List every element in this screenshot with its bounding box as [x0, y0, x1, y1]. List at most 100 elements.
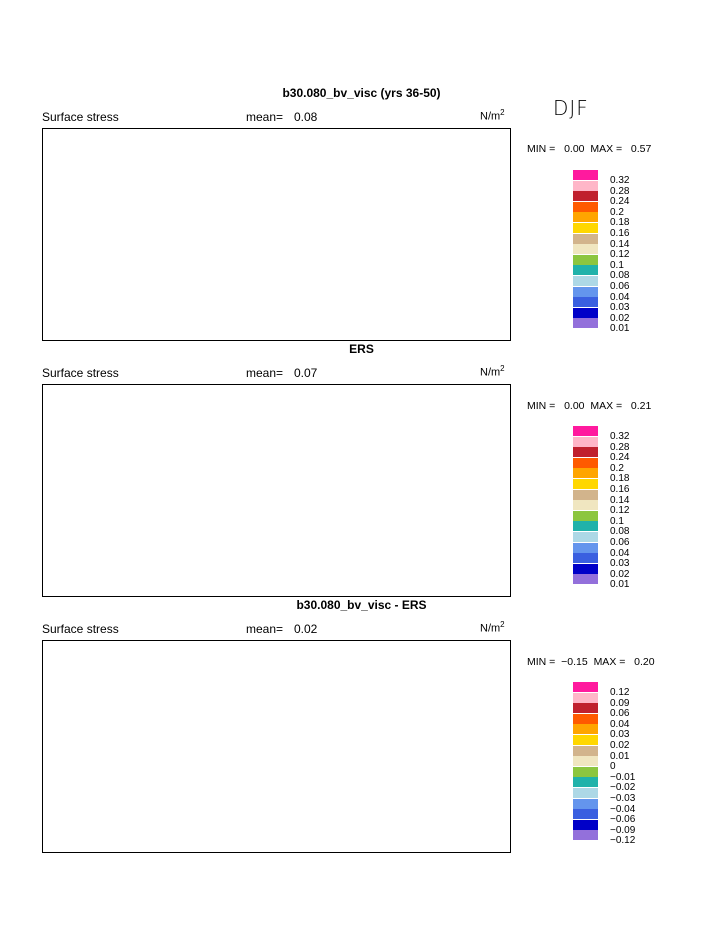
- legend-tick-label: 0.28: [610, 441, 630, 453]
- panel-1-field-label: Surface stress: [42, 110, 119, 124]
- panel-3-minmax: MIN = −0.15 MAX = 0.20: [527, 656, 655, 668]
- legend-tick-label: 0.04: [610, 547, 630, 559]
- legend-swatch: [573, 682, 598, 692]
- panel-2-legend: 0.32 0.28 0.24 0.2 0.18 0.16 0.14 0.12 0.1 0.08 0.…: [573, 426, 629, 590]
- legend-tick-label: 0.03: [610, 729, 630, 741]
- legend-swatch: [573, 563, 598, 574]
- panel-1-mean-label: mean=: [246, 110, 284, 124]
- legend-tick-label: 0.16: [610, 484, 630, 495]
- legend-swatch: [573, 756, 598, 767]
- legend-tick-label: 0.2: [610, 206, 624, 218]
- legend-tick-label: −0.02: [610, 782, 636, 794]
- legend-swatch: [573, 244, 598, 255]
- legend-tick-label: 0.04: [610, 718, 630, 730]
- panel-3-map: [42, 640, 511, 853]
- legend-tick-label: −0.04: [610, 803, 636, 815]
- legend-swatch: [573, 542, 598, 553]
- legend-tick-label: 0.03: [610, 558, 630, 570]
- legend-swatch: [573, 436, 598, 447]
- legend-swatch: [573, 777, 598, 788]
- panel-2-mean-value: 0.07: [294, 366, 318, 380]
- legend-tick-label: 0.08: [610, 526, 630, 538]
- panel-3-legend: 0.12 0.09 0.06 0.04 0.03 0.02 0.01 0 −0.01 −0.02−…: [573, 682, 635, 846]
- panel-2-mean-label: mean=: [246, 366, 284, 380]
- legend-tick-label: 0.32: [610, 175, 630, 186]
- legend-tick-label: 0.06: [610, 708, 630, 720]
- legend-swatch: [573, 276, 598, 286]
- legend-tick-label: 0.32: [610, 431, 630, 442]
- panel-1-title: b30.080_bv_visc (yrs 36-50): [282, 86, 441, 100]
- panel-1-units: N/m2: [480, 108, 505, 123]
- legend-swatch: [573, 574, 598, 585]
- legend-tick-label: 0.24: [610, 452, 630, 464]
- panel-1-map: [42, 128, 511, 341]
- legend-tick-label: 0.02: [610, 740, 630, 751]
- legend-tick-label: 0.02: [610, 568, 630, 580]
- legend-swatch: [573, 703, 598, 714]
- legend-swatch: [573, 426, 598, 436]
- legend-swatch: [573, 809, 598, 820]
- panel-3-units: N/m2: [480, 620, 505, 635]
- panel-1-legend: 0.32 0.28 0.24 0.2 0.18 0.16 0.14 0.12 0.1 0.08 0.…: [573, 170, 629, 334]
- legend-tick-label: 0.28: [610, 185, 630, 197]
- legend-tick-label: 0.06: [610, 537, 630, 548]
- legend-swatch: [573, 468, 598, 479]
- legend-tick-label: −0.01: [610, 771, 636, 783]
- panel-2-minmax: MIN = 0.00 MAX = 0.21: [527, 400, 652, 412]
- legend-tick-label: 0.2: [610, 462, 624, 474]
- legend-tick-label: −0.09: [610, 824, 636, 836]
- legend-swatch: [573, 265, 598, 276]
- legend-tick-label: −0.03: [610, 793, 636, 804]
- legend-swatch: [573, 180, 598, 191]
- legend-tick-label: 0.16: [610, 228, 630, 239]
- legend-swatch: [573, 254, 598, 265]
- legend-swatch: [573, 233, 598, 244]
- legend-swatch: [573, 223, 598, 233]
- legend-tick-label: 0.08: [610, 270, 630, 282]
- legend-tick-label: 0.18: [610, 473, 630, 485]
- legend-swatch: [573, 297, 598, 308]
- legend-swatch: [573, 788, 598, 798]
- legend-tick-label: 0.06: [610, 281, 630, 292]
- legend-tick-label: −0.12: [610, 835, 636, 847]
- legend-tick-label: 0.14: [610, 238, 630, 250]
- panel-1-minmax: MIN = 0.00 MAX = 0.57: [527, 143, 652, 155]
- panel-2-field-label: Surface stress: [42, 366, 119, 380]
- legend-swatch: [573, 489, 598, 500]
- legend-swatch: [573, 457, 598, 468]
- legend-swatch: [573, 286, 598, 297]
- legend-swatch: [573, 510, 598, 521]
- season-label: DJF: [553, 96, 589, 120]
- legend-swatch: [573, 713, 598, 724]
- legend-swatch: [573, 724, 598, 735]
- panel-2-map: [42, 384, 511, 597]
- legend-swatch: [573, 479, 598, 489]
- panel-3-mean-label: mean=: [246, 622, 284, 636]
- legend-tick-label: 0.03: [610, 302, 630, 314]
- legend-swatch: [573, 766, 598, 777]
- legend-swatch: [573, 447, 598, 458]
- legend-swatch: [573, 532, 598, 542]
- legend-swatch: [573, 819, 598, 830]
- legend-tick-label: 0.1: [610, 515, 624, 527]
- legend-swatch: [573, 318, 598, 329]
- legend-swatch: [573, 521, 598, 532]
- legend-tick-label: 0.01: [610, 579, 630, 591]
- legend-tick-label: 0.12: [610, 505, 630, 517]
- legend-swatch: [573, 745, 598, 756]
- legend-swatch: [573, 798, 598, 809]
- panel-3-field-label: Surface stress: [42, 622, 119, 636]
- legend-swatch: [573, 170, 598, 180]
- legend-swatch: [573, 735, 598, 745]
- legend-tick-label: 0.09: [610, 697, 630, 709]
- legend-swatch: [573, 201, 598, 212]
- legend-swatch: [573, 307, 598, 318]
- legend-tick-label: 0.12: [610, 249, 630, 261]
- legend-swatch: [573, 500, 598, 511]
- panel-3-title: b30.080_bv_visc - ERS: [296, 598, 427, 612]
- legend-tick-label: 0.01: [610, 750, 630, 762]
- legend-swatch: [573, 692, 598, 703]
- legend-tick-label: −0.06: [610, 814, 636, 826]
- legend-tick-label: 0: [610, 761, 616, 773]
- panel-3-mean-value: 0.02: [294, 622, 318, 636]
